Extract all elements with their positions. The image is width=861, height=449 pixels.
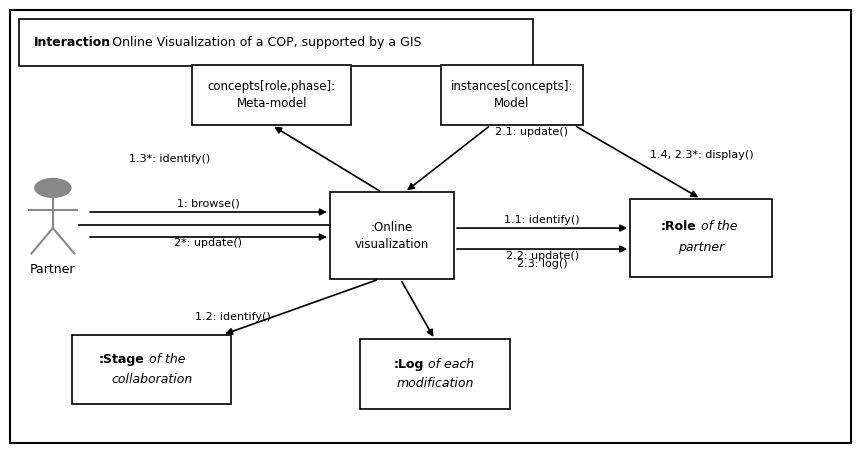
Text: 2.3: log(): 2.3: log() [517, 259, 567, 269]
Text: of the: of the [697, 220, 737, 233]
FancyBboxPatch shape [630, 199, 771, 277]
Text: 2.2: update(): 2.2: update() [505, 251, 579, 261]
FancyBboxPatch shape [19, 19, 534, 66]
Text: Partner: Partner [30, 263, 76, 276]
Text: 1.3*: identify(): 1.3*: identify() [128, 154, 210, 164]
FancyBboxPatch shape [10, 10, 851, 443]
Text: : Online Visualization of a COP, supported by a GIS: : Online Visualization of a COP, support… [104, 36, 422, 49]
Text: 1.4, 2.3*: display(): 1.4, 2.3*: display() [650, 150, 754, 160]
Text: 1.2: identify(): 1.2: identify() [195, 312, 270, 321]
Text: :Role: :Role [660, 220, 697, 233]
Text: concepts[role,phase]:
Meta-model: concepts[role,phase]: Meta-model [208, 80, 336, 110]
Text: :Log: :Log [394, 358, 424, 371]
FancyBboxPatch shape [192, 65, 351, 125]
Text: :Stage: :Stage [99, 353, 145, 366]
Text: collaboration: collaboration [111, 373, 192, 386]
Text: Interaction: Interaction [34, 36, 111, 49]
Circle shape [34, 179, 71, 197]
Text: modification: modification [396, 377, 474, 390]
Text: 1: browse(): 1: browse() [177, 198, 240, 208]
Text: 2*: update(): 2*: update() [175, 238, 243, 248]
Text: of each: of each [424, 358, 474, 371]
Text: 1.1: identify(): 1.1: identify() [505, 215, 579, 225]
Text: instances[concepts]:
Model: instances[concepts]: Model [451, 80, 573, 110]
Text: :Online
visualization: :Online visualization [355, 220, 429, 251]
FancyBboxPatch shape [441, 65, 583, 125]
Text: of the: of the [145, 353, 185, 366]
FancyBboxPatch shape [330, 192, 454, 279]
FancyBboxPatch shape [72, 335, 231, 404]
Text: partner: partner [678, 241, 724, 254]
Text: 2.1: update(): 2.1: update() [495, 128, 568, 137]
FancyBboxPatch shape [360, 339, 510, 409]
